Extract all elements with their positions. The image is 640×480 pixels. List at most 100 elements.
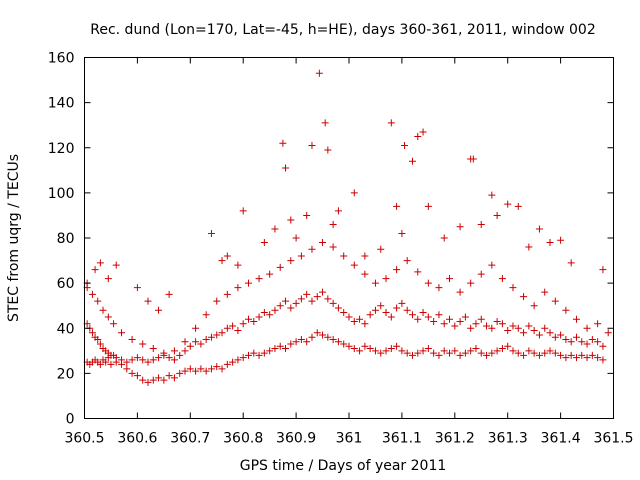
data-point — [557, 236, 565, 244]
data-point — [329, 220, 337, 228]
data-point — [382, 308, 390, 316]
data-point — [546, 347, 554, 355]
data-point — [414, 132, 422, 140]
data-point — [181, 338, 189, 346]
data-point — [223, 324, 231, 332]
data-point — [218, 365, 226, 373]
data-point — [408, 311, 416, 319]
data-point — [112, 354, 120, 362]
data-point — [334, 207, 342, 215]
data-point — [361, 342, 369, 350]
data-point — [229, 358, 237, 366]
data-point — [207, 365, 215, 373]
data-point — [276, 302, 284, 310]
data-point — [266, 347, 274, 355]
data-point — [176, 369, 184, 377]
data-point — [451, 322, 459, 330]
data-point — [514, 324, 522, 332]
data-point — [88, 329, 96, 337]
y-tick-label: 0 — [66, 412, 75, 428]
data-point — [234, 327, 242, 335]
data-point — [456, 351, 464, 359]
data-point — [202, 367, 210, 375]
data-point — [551, 297, 559, 305]
data-point — [541, 288, 549, 296]
data-point — [461, 313, 469, 321]
data-point — [99, 306, 107, 314]
data-point — [223, 252, 231, 260]
data-point — [424, 345, 432, 353]
y-tick-label: 40 — [57, 321, 75, 337]
data-point — [488, 324, 496, 332]
data-point — [234, 356, 242, 364]
data-point — [123, 358, 131, 366]
data-point — [504, 342, 512, 350]
data-point — [583, 354, 591, 362]
data-point — [186, 342, 194, 350]
x-tick-label: 361.4 — [541, 431, 581, 447]
data-point — [255, 313, 263, 321]
data-point — [165, 372, 173, 380]
data-point — [361, 252, 369, 260]
data-point — [398, 299, 406, 307]
data-point — [176, 351, 184, 359]
data-point — [160, 349, 168, 357]
data-point — [461, 349, 469, 357]
y-tick-label: 140 — [48, 96, 75, 112]
data-point — [319, 239, 327, 247]
data-point — [350, 317, 358, 325]
data-point — [279, 139, 287, 147]
data-point — [315, 69, 323, 77]
data-point — [393, 266, 401, 274]
data-point — [361, 270, 369, 278]
data-point — [181, 347, 189, 355]
data-point — [456, 223, 464, 231]
data-point — [329, 336, 337, 344]
data-point — [334, 338, 342, 346]
data-point — [451, 347, 459, 355]
data-point — [139, 376, 147, 384]
data-point — [313, 293, 321, 301]
data-point — [192, 324, 200, 332]
data-point — [467, 347, 475, 355]
data-point — [197, 365, 205, 373]
data-point — [218, 257, 226, 265]
data-point — [282, 345, 290, 353]
data-point — [250, 349, 258, 357]
data-point — [535, 225, 543, 233]
data-point — [525, 322, 533, 330]
data-point — [223, 360, 231, 368]
data-point — [493, 211, 501, 219]
data-point — [329, 243, 337, 251]
data-point — [525, 243, 533, 251]
data-point — [504, 327, 512, 335]
data-point — [488, 349, 496, 357]
data-point — [91, 266, 99, 274]
y-tick-label: 80 — [57, 231, 75, 247]
data-point — [477, 349, 485, 357]
data-point — [324, 333, 332, 341]
data-point — [149, 345, 157, 353]
data-point — [319, 331, 327, 339]
data-point — [488, 191, 496, 199]
data-point — [239, 320, 247, 328]
data-point — [324, 146, 332, 154]
data-point — [271, 306, 279, 314]
data-point — [567, 351, 575, 359]
data-point — [572, 315, 580, 323]
data-point — [139, 356, 147, 364]
data-point — [377, 245, 385, 253]
data-point — [350, 261, 358, 269]
data-point — [498, 345, 506, 353]
data-point — [244, 351, 252, 359]
data-point — [520, 351, 528, 359]
data-point — [292, 299, 300, 307]
y-axis: 0 20 40 60 80 100 120 140 160 — [48, 51, 614, 428]
data-point — [128, 336, 136, 344]
data-point — [260, 239, 268, 247]
data-point — [446, 275, 454, 283]
data-point — [170, 356, 178, 364]
data-point — [207, 229, 215, 237]
data-point — [398, 229, 406, 237]
data-point — [469, 155, 477, 163]
